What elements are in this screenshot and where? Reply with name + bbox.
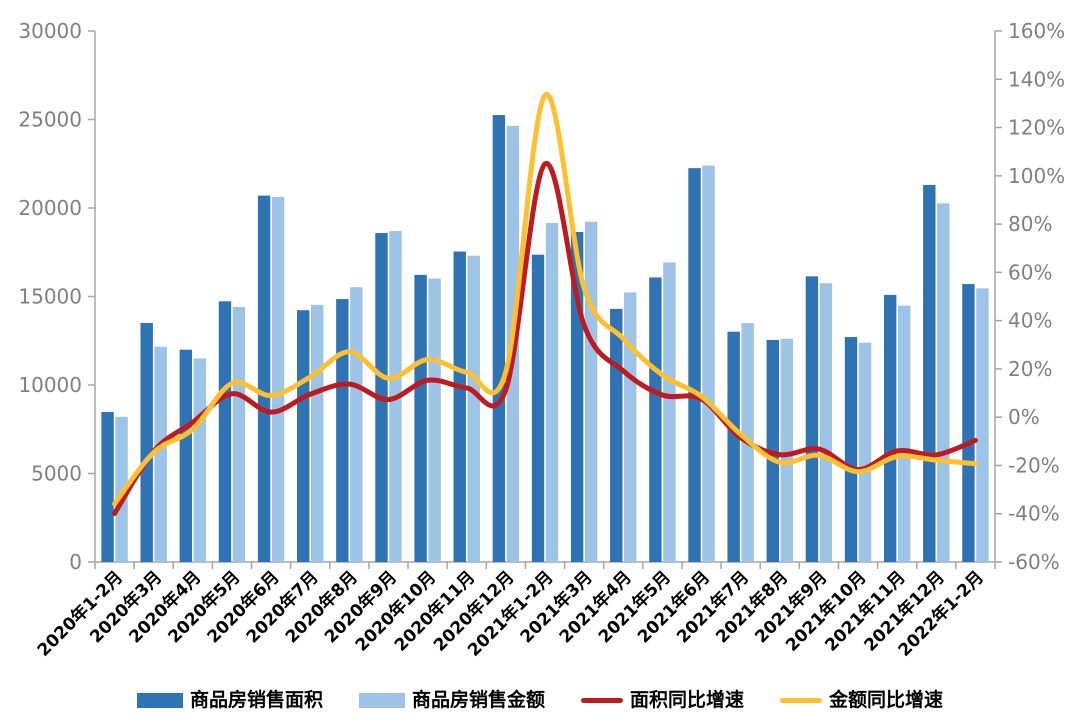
bar <box>115 416 128 562</box>
bars-sales-area <box>101 115 975 563</box>
bar <box>610 308 623 562</box>
bar <box>531 254 545 562</box>
right-axis-tick-label: 60% <box>1008 260 1052 284</box>
bar <box>271 196 285 562</box>
chart-legend: 商品房销售面积 商品房销售金额 面积同比增速 金额同比增速 <box>0 691 1080 710</box>
bar <box>844 337 858 562</box>
legend-item-sales-area: 商品房销售面积 <box>136 689 323 711</box>
axes: 0 5000 10000 15000 20000 25000 30000 -60% -40% -2… <box>18 19 1065 574</box>
bar <box>545 223 559 563</box>
bar <box>193 358 207 562</box>
sales-amount-bar-swatch <box>358 693 405 708</box>
legend-item-sales-amount: 商品房销售金额 <box>358 689 545 711</box>
bar <box>805 276 819 562</box>
bar <box>663 262 676 562</box>
bar <box>584 221 598 562</box>
bars-sales-amount <box>115 125 989 563</box>
right-axis-tick-label: 80% <box>1008 212 1052 236</box>
left-axis-tick-label: 25000 <box>18 108 82 132</box>
legend-item-area-growth: 面积同比增速 <box>581 691 744 710</box>
left-axis-tick-label: 20000 <box>18 196 82 220</box>
right-axis-tick-label: 40% <box>1008 309 1052 333</box>
bar <box>140 322 153 562</box>
bar <box>897 305 911 562</box>
bar <box>232 307 246 562</box>
bar <box>962 284 975 562</box>
bar <box>624 292 637 562</box>
legend-item-amount-growth: 金额同比增速 <box>780 691 943 710</box>
bar <box>727 331 740 562</box>
right-axis-tick-label: -20% <box>1008 453 1060 477</box>
right-axis-tick-label: 0% <box>1008 405 1040 429</box>
left-axis-tick-label: 10000 <box>18 373 82 397</box>
left-axis-tick-label: 30000 <box>18 19 82 43</box>
right-axis-tick-label: 120% <box>1008 116 1065 140</box>
bar <box>923 184 936 563</box>
bar <box>350 287 363 562</box>
right-axis-tick-label: -60% <box>1008 550 1060 574</box>
bar <box>492 115 506 562</box>
right-axis-tick-label: 160% <box>1008 19 1065 43</box>
left-axis-tick-label: 15000 <box>18 285 82 309</box>
right-axis-tick-label: -40% <box>1008 502 1060 526</box>
bar <box>702 165 715 562</box>
bar <box>819 283 833 562</box>
bar <box>428 278 441 562</box>
bar <box>649 277 662 562</box>
sales-area-bar-swatch <box>136 693 183 708</box>
bar <box>311 304 324 562</box>
bar <box>179 349 193 562</box>
x-axis-labels: 2020年1-2月2020年3月2020年4月2020年5月2020年6月202… <box>33 567 988 661</box>
bar <box>257 195 271 563</box>
left-axis-tick-label: 0 <box>69 550 82 574</box>
bar <box>453 251 466 563</box>
bar <box>297 310 310 562</box>
bar <box>414 274 427 562</box>
bar <box>101 411 114 562</box>
bar <box>154 346 167 562</box>
legend-label-area-growth: 面积同比增速 <box>630 689 745 711</box>
right-axis-tick-label: 100% <box>1008 164 1065 188</box>
bar <box>467 255 480 563</box>
bar <box>218 301 232 562</box>
area-growth-line <box>112 161 978 516</box>
amount-growth-line-swatch <box>780 698 823 703</box>
bar <box>976 288 989 562</box>
bar <box>883 294 897 562</box>
bar <box>937 203 950 562</box>
bar <box>780 338 793 562</box>
legend-label-sales-amount: 商品房销售金额 <box>411 689 545 711</box>
amount-growth-line <box>112 92 978 507</box>
bar <box>858 342 872 562</box>
right-axis-tick-label: 20% <box>1008 357 1052 381</box>
legend-label-sales-area: 商品房销售面积 <box>189 689 323 711</box>
area-growth-line-swatch <box>581 698 623 703</box>
legend-label-amount-growth: 金额同比增速 <box>829 689 944 711</box>
right-axis-tick-label: 140% <box>1008 67 1065 91</box>
bar <box>688 168 701 563</box>
bar <box>336 299 349 562</box>
left-axis-tick-label: 5000 <box>31 462 82 486</box>
